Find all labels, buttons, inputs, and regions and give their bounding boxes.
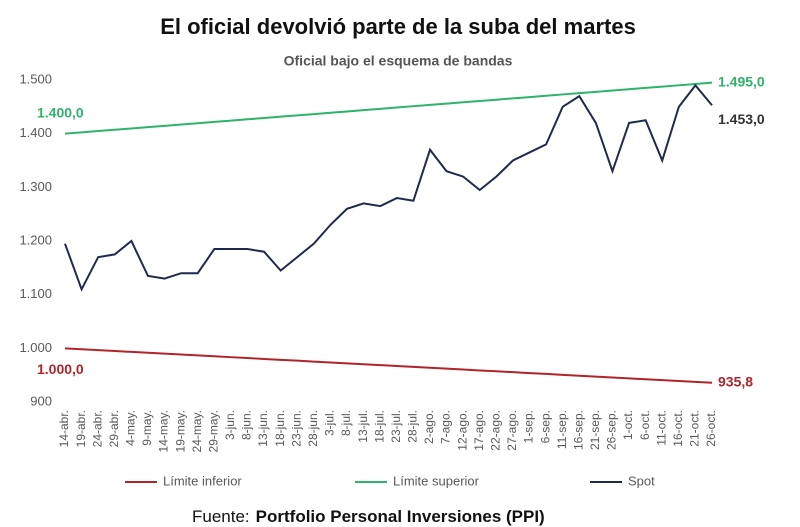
x-tick-label: 9-may. [140, 410, 154, 446]
y-tick-label: 900 [30, 393, 52, 408]
y-tick-label: 1.400 [19, 125, 52, 140]
x-tick-label: 19-abr. [74, 410, 88, 447]
value-label: 1.495,0 [718, 73, 765, 89]
x-tick-label: 13-jun. [256, 410, 270, 447]
x-tick-label: 7-ago. [439, 410, 453, 444]
x-tick-label: 23-jul. [389, 410, 403, 443]
x-tick-label: 8-jul. [339, 410, 353, 436]
value-label: 1.453,0 [718, 111, 765, 127]
x-tick-label: 23-jun. [289, 410, 303, 447]
x-tick-label: 16-oct. [671, 410, 685, 447]
x-tick-label: 28-jul. [406, 410, 420, 443]
x-tick-label: 11-oct. [654, 410, 668, 446]
series-line [64, 347, 713, 384]
source-name: Portfolio Personal Inversiones (PPI) [256, 507, 545, 526]
x-tick-label: 18-jun. [273, 410, 287, 447]
x-tick-label: 12-ago. [455, 410, 469, 451]
value-label: 1.400,0 [37, 104, 84, 120]
x-tick-label: 19-may. [173, 410, 187, 452]
source-label: Fuente: [192, 507, 250, 526]
source: Fuente: Portfolio Personal Inversiones (P… [192, 507, 545, 526]
x-tick-label: 18-jul. [372, 410, 386, 443]
x-tick-label: 16-sep. [571, 410, 585, 450]
x-tick-label: 4-may. [124, 410, 138, 446]
series-line [64, 83, 713, 292]
x-tick-label: 28-jun. [306, 410, 320, 447]
x-tick-label: 26-oct. [704, 410, 718, 447]
x-tick-label: 1-sep. [522, 410, 536, 443]
x-tick-label: 14-abr. [57, 410, 71, 447]
value-label: 1.000,0 [37, 361, 84, 377]
y-tick-label: 1.300 [19, 179, 52, 194]
x-tick-label: 11-sep. [555, 410, 569, 449]
x-tick-label: 6-sep. [538, 410, 552, 443]
y-tick-label: 1.200 [19, 232, 52, 247]
x-tick-label: 22-ago. [489, 410, 503, 451]
x-tick-label: 3-jun. [223, 410, 237, 440]
x-tick-label: 26-sep. [605, 410, 619, 450]
x-tick-label: 13-jul. [356, 410, 370, 443]
x-tick-label: 21-oct. [688, 410, 702, 447]
x-tick-label: 6-oct. [638, 410, 652, 440]
legend-label: Spot [628, 473, 655, 488]
x-tick-label: 8-jun. [240, 410, 254, 440]
x-tick-label: 27-ago. [505, 410, 519, 451]
x-tick-label: 29-abr. [107, 410, 121, 447]
x-tick-label: 21-sep. [588, 410, 602, 450]
legend-label: Límite superior [393, 473, 480, 488]
x-tick-label: 3-jul. [323, 410, 337, 436]
chart-title: El oficial devolvió parte de la suba del… [160, 14, 636, 39]
y-tick-label: 1.500 [19, 71, 52, 86]
series-line [64, 81, 713, 135]
x-tick-label: 17-ago. [472, 410, 486, 451]
value-label: 935,8 [718, 373, 753, 389]
y-tick-label: 1.000 [19, 340, 52, 355]
x-tick-label: 2-ago. [422, 410, 436, 444]
x-tick-label: 14-may. [157, 410, 171, 452]
chart-subtitle: Oficial bajo el esquema de bandas [284, 53, 513, 69]
legend-label: Límite inferior [163, 473, 242, 488]
x-tick-label: 29-may. [206, 410, 220, 452]
x-tick-label: 24-abr. [90, 410, 104, 447]
y-tick-label: 1.100 [19, 286, 52, 301]
x-tick-label: 1-oct. [621, 410, 635, 440]
x-tick-label: 24-may. [190, 410, 204, 452]
